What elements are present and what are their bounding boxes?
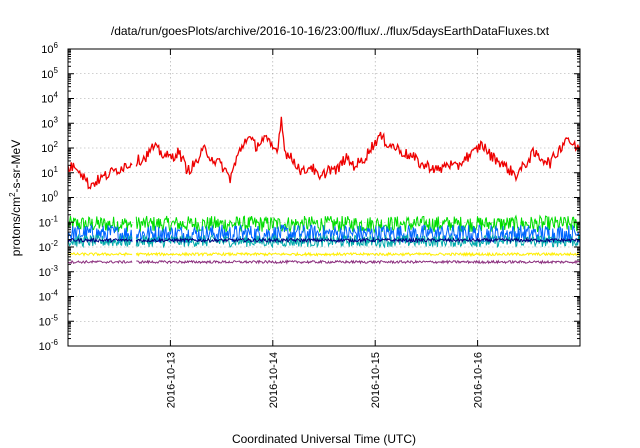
y-tick-label: 10-2 [39,239,59,254]
y-tick-label: 101 [41,165,58,180]
y-tick-label: 10-1 [39,214,59,229]
y-tick-label: 10-5 [39,313,59,328]
series-layer [68,117,580,263]
y-axis-label-base: protons/cm [9,197,23,256]
x-tick-label: 2016-10-15 [370,352,382,408]
y-tick-label: 10-3 [39,264,59,279]
y-tick-label: 103 [41,115,58,130]
flux-series-line [68,261,132,264]
y-axis-label: protons/cm2-s-sr-MeV [8,140,23,256]
y-tick-label: 100 [41,190,58,205]
flux-series-red-line [68,117,580,189]
flux-series-line [136,253,580,256]
flux-series-line [68,216,132,232]
grid-layer [68,49,580,346]
x-tick-label: 2016-10-16 [473,352,485,408]
y-tick-label: 106 [41,41,58,56]
x-axis-label: Coordinated Universal Time (UTC) [232,432,416,446]
x-tick-label: 2016-10-13 [165,352,177,408]
y-tick-label: 10-4 [39,289,59,304]
flux-series-line [68,253,132,256]
y-axis-label-rest: -s-sr-MeV [9,140,23,193]
y-tick-label: 105 [41,66,58,81]
axis-layer: 106 105 104 103 102 101 100 10-1 10-2 10-3 10-4 10-… [39,41,580,408]
flux-series-line [136,261,580,264]
y-tick-label: 10-6 [39,338,59,353]
x-tick-label: 2016-10-14 [268,352,280,408]
chart-title: /data/run/goesPlots/archive/2016-10-16/2… [111,24,550,38]
y-tick-label: 104 [41,91,58,106]
y-tick-label: 102 [41,140,58,155]
